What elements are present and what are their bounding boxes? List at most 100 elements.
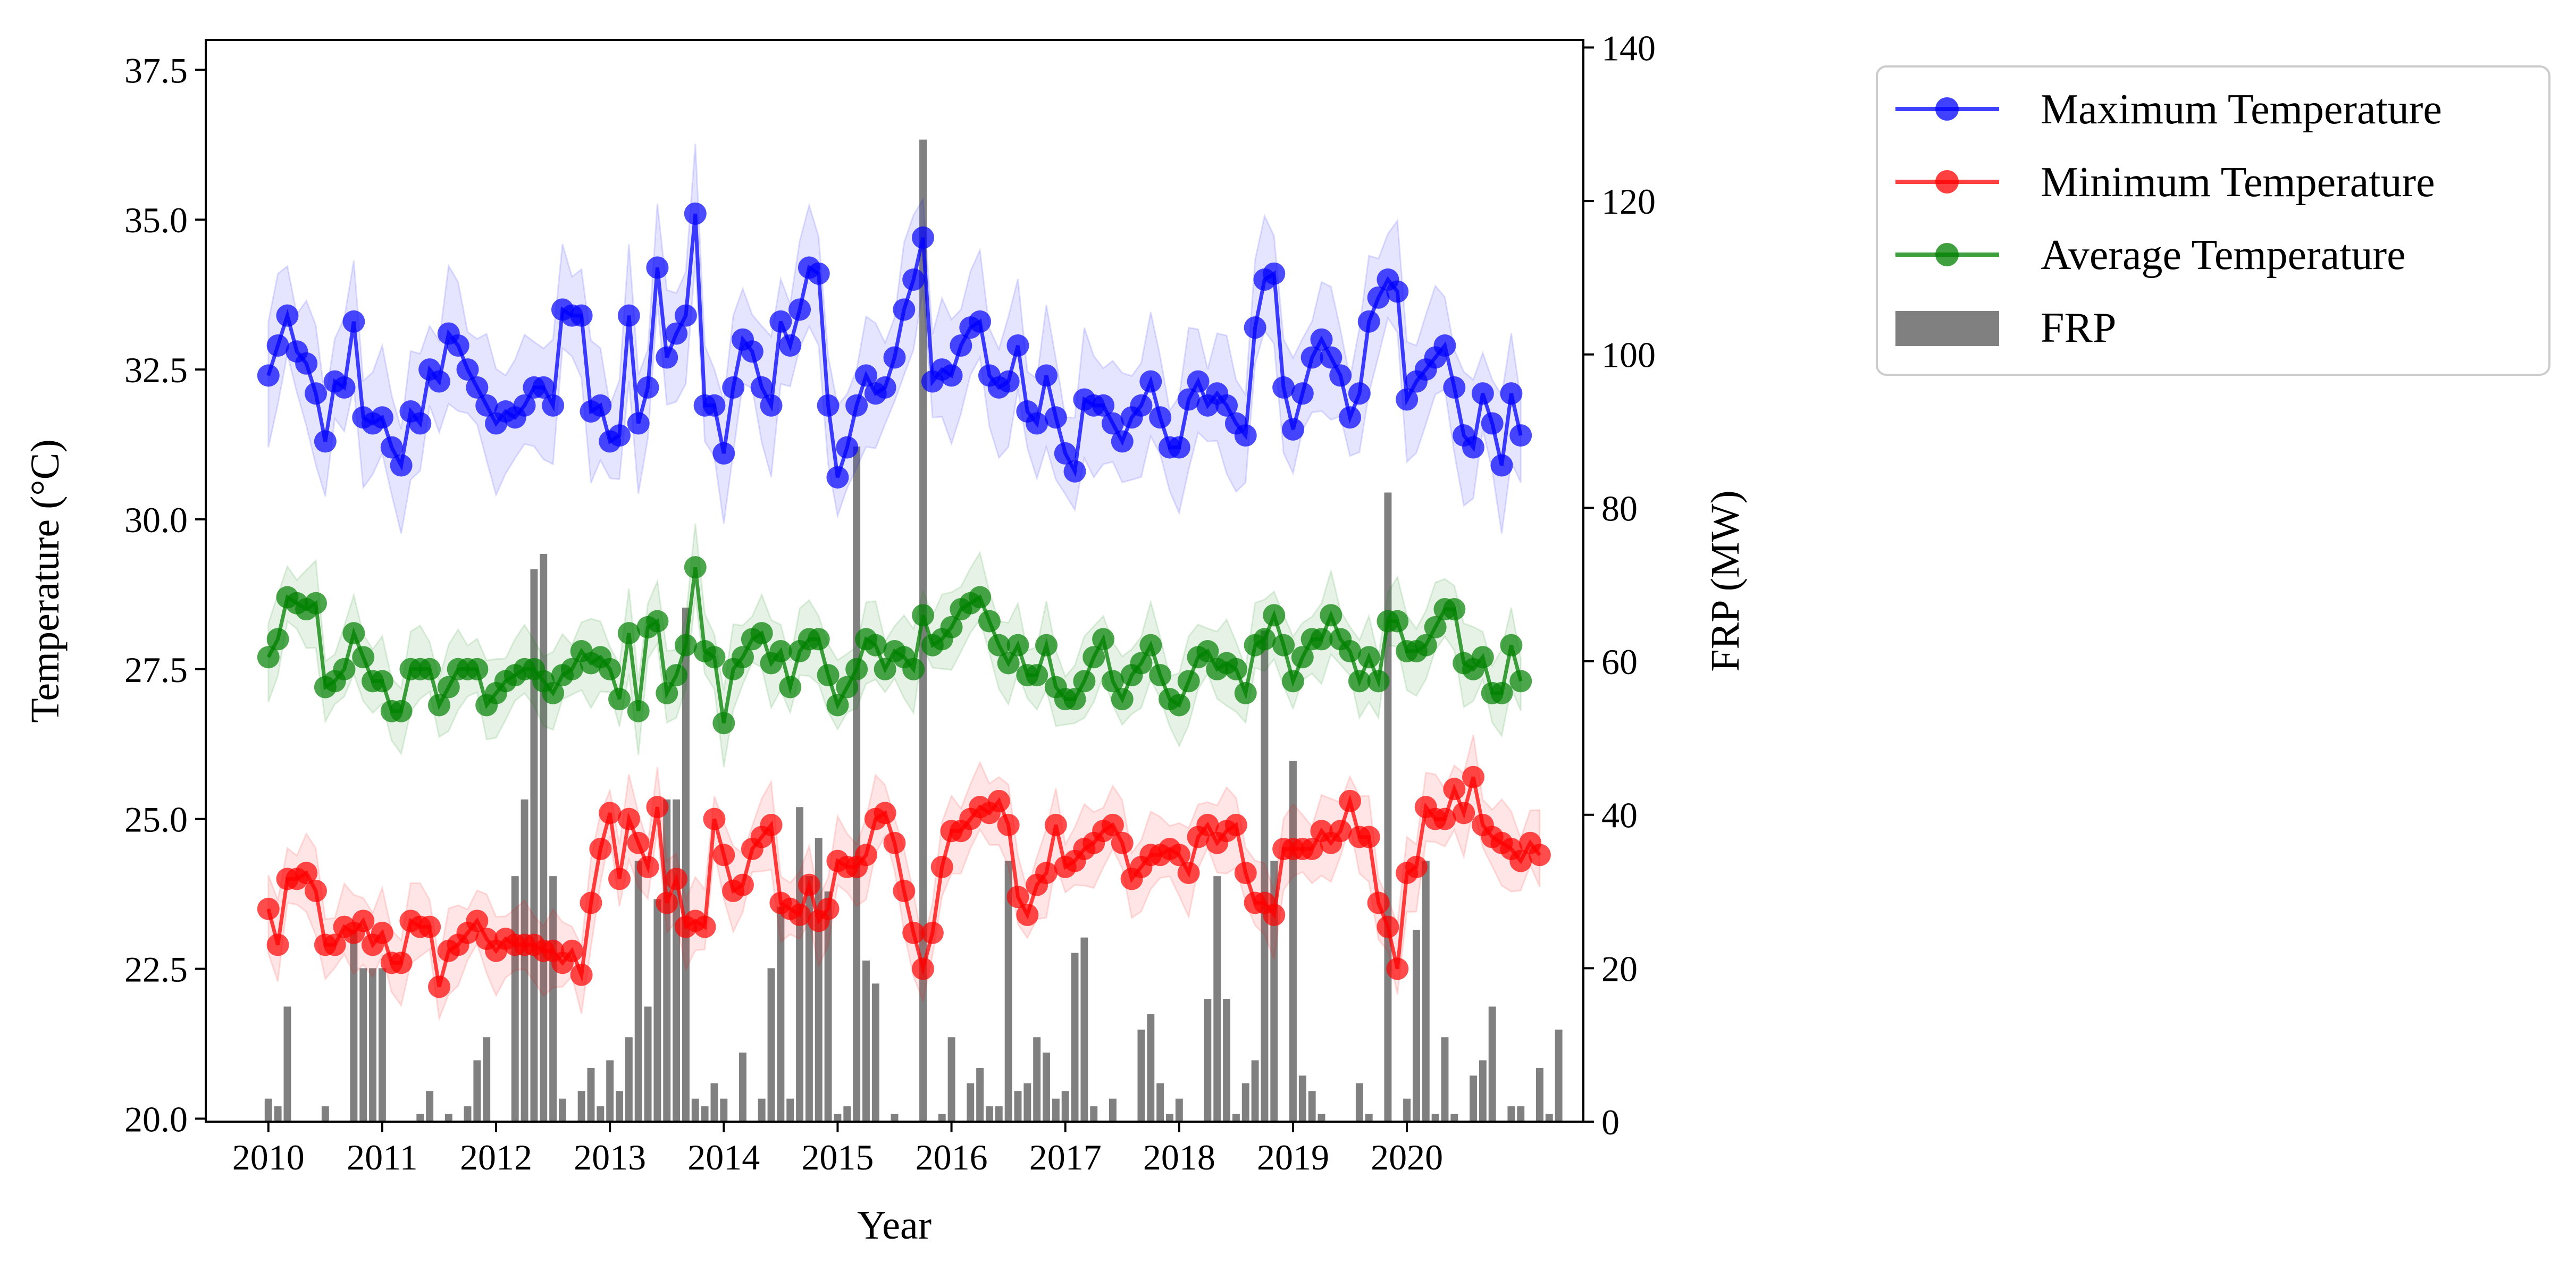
maximum-temperature-marker (333, 376, 356, 399)
frp-bar (758, 1098, 766, 1122)
maximum-temperature-marker (940, 364, 963, 387)
minimum-temperature-marker (295, 862, 318, 885)
left-y-tick-label: 27.5 (124, 650, 188, 690)
minimum-temperature-marker (617, 807, 640, 830)
frp-bar (995, 1106, 1003, 1122)
maximum-temperature-marker (427, 370, 450, 393)
average-temperature-marker (1424, 616, 1447, 638)
maximum-temperature-marker (304, 382, 327, 405)
minimum-temperature-marker (352, 910, 375, 932)
average-temperature-marker (902, 658, 925, 680)
minimum-temperature-marker (1528, 844, 1551, 866)
minimum-temperature-marker (883, 831, 906, 854)
minimum-temperature-marker (646, 796, 669, 819)
maximum-temperature-marker (266, 334, 289, 357)
average-temperature-marker (874, 658, 896, 680)
frp-bar (549, 876, 557, 1122)
maximum-temperature-marker (466, 376, 489, 399)
frp-bar (597, 1106, 605, 1122)
legend-max-label: Maximum Temperature (2041, 86, 2442, 133)
average-temperature-marker (466, 658, 489, 680)
frp-bars-layer (264, 139, 1563, 1122)
average-temperature-marker (674, 634, 697, 657)
frp-bar (1061, 1091, 1069, 1122)
x-tick-label: 2012 (460, 1137, 532, 1177)
minimum-temperature-marker (1177, 862, 1200, 885)
minimum-temperature-marker (589, 838, 612, 861)
maximum-temperature-marker (1348, 382, 1371, 405)
maximum-temperature-marker (371, 406, 393, 429)
legend-max-marker (1935, 97, 1959, 121)
frp-bar (1298, 1075, 1306, 1122)
average-temperature-marker (257, 646, 280, 669)
frp-bar (1004, 861, 1012, 1122)
maximum-temperature-marker (912, 226, 935, 249)
frp-bar (606, 1060, 614, 1122)
minimum-temperature-marker (323, 933, 346, 956)
x-axis-label: Year (857, 1203, 932, 1248)
x-tick-label: 2017 (1029, 1137, 1102, 1177)
minimum-temperature-marker (1329, 820, 1352, 843)
left-y-tick-label: 20.0 (124, 1099, 188, 1139)
maximum-temperature-marker (969, 310, 992, 333)
minimum-temperature-marker (257, 897, 280, 920)
average-temperature-marker (1281, 670, 1304, 693)
minimum-temperature-marker (599, 802, 622, 824)
frp-bar (1241, 1083, 1249, 1122)
legend-frp-label: FRP (2041, 305, 2116, 351)
left-y-axis-ticks: 20.0 22.5 25.0 27.5 30.0 32.5 35.0 37.5 (124, 50, 206, 1139)
frp-bar (1318, 1114, 1325, 1122)
average-temperature-marker (617, 622, 640, 645)
average-temperature-marker (826, 694, 849, 717)
maximum-temperature-marker (627, 412, 650, 435)
frp-bar (1033, 1037, 1041, 1122)
frp-bar (1052, 1098, 1060, 1122)
average-temperature-marker (978, 610, 1001, 633)
frp-bar (1071, 953, 1079, 1122)
frp-bar (701, 1106, 709, 1122)
average-temperature-marker (1026, 664, 1048, 687)
maximum-temperature-marker (1092, 394, 1115, 417)
minimum-temperature-marker (1044, 813, 1067, 836)
average-temperature-marker (1092, 628, 1115, 651)
frp-bar (1507, 1106, 1515, 1122)
frp-bar (976, 1067, 984, 1122)
right-y-axis-ticks: 0 20 40 60 80 100 120 140 (1583, 28, 1656, 1142)
maximum-temperature-marker (817, 394, 840, 417)
minimum-temperature-marker (930, 855, 953, 878)
frp-bar (1365, 1114, 1373, 1122)
average-temperature-marker (817, 664, 840, 687)
average-temperature-marker (912, 604, 935, 627)
maximum-temperature-marker (1234, 424, 1257, 447)
frp-bar (416, 1114, 424, 1122)
frp-bar (283, 1006, 291, 1122)
maximum-temperature-marker (997, 370, 1020, 393)
minimum-temperature-marker (1443, 778, 1466, 801)
maximum-temperature-marker (1481, 412, 1504, 435)
maximum-temperature-marker (1509, 424, 1532, 447)
maximum-temperature-marker (1339, 406, 1362, 429)
maximum-temperature-marker (1168, 436, 1190, 459)
frp-bar (1431, 1114, 1439, 1122)
frp-bar (824, 891, 832, 1122)
frp-bar (1080, 937, 1088, 1122)
right-y-tick-label: 20 (1601, 948, 1638, 989)
average-temperature-marker (845, 658, 868, 680)
maximum-temperature-marker (542, 394, 565, 417)
maximum-temperature-marker (513, 394, 536, 417)
frp-bar (1014, 1091, 1022, 1122)
minimum-temperature-marker (987, 789, 1010, 812)
frp-bar (1555, 1029, 1563, 1122)
maximum-temperature-marker (807, 262, 830, 285)
minimum-temperature-marker (1168, 844, 1190, 866)
frp-bar (1412, 930, 1420, 1122)
frp-bar (521, 799, 528, 1122)
maximum-temperature-marker (1130, 394, 1153, 417)
maximum-temperature-band (267, 144, 1522, 534)
average-temperature-marker (807, 628, 830, 651)
maximum-temperature-marker (257, 364, 280, 387)
average-temperature-marker (1272, 634, 1295, 657)
frp-bar (1023, 1083, 1031, 1122)
frp-bar (558, 1098, 566, 1122)
minimum-temperature-marker (466, 910, 489, 932)
